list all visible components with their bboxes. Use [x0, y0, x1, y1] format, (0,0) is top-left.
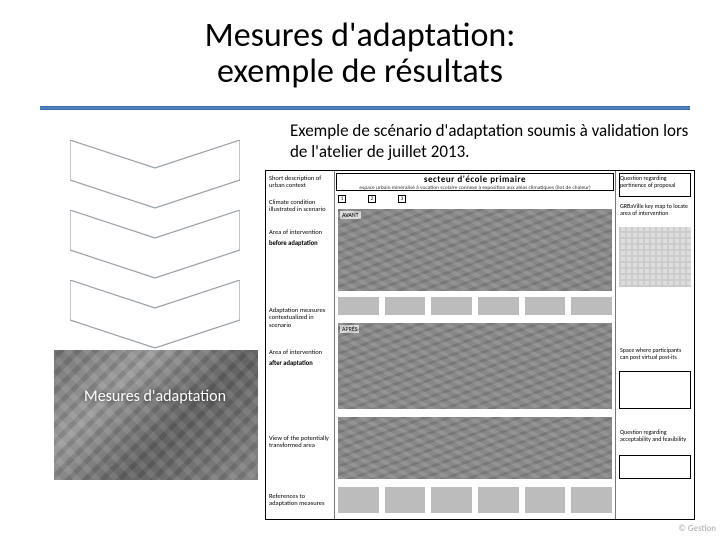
label-area-before-b: before adaptation — [266, 238, 325, 249]
label-area-after-b: after adaptation — [266, 358, 325, 369]
chevron-icon — [70, 140, 240, 216]
tag-apres: APRÈS — [340, 325, 359, 333]
reference-box — [385, 487, 426, 513]
title-underline — [40, 106, 690, 110]
subheading: Exemple de scénario d'adaptation soumis … — [290, 120, 700, 163]
reference-box — [525, 487, 566, 513]
label-adapt-measures: Adaptation measures contextualized in sc… — [266, 305, 334, 331]
q-pertinence: Question regarding pertinence of proposa… — [620, 175, 690, 188]
label-view-transf: View of the potentially transformed area — [266, 433, 334, 452]
scenario-mid-col: secteur d'école primaire espace urbain m… — [334, 171, 616, 519]
measure-box — [525, 297, 566, 315]
title-line2: exemple de résultats — [217, 51, 503, 92]
footer-credit: © Gestion — [678, 523, 716, 534]
scenario-right-col: Question regarding pertinence of proposa… — [616, 171, 694, 519]
scenario-sheet: Short description of urban context Clima… — [265, 170, 695, 520]
chevron-icon — [70, 280, 240, 356]
label-map-key: GRBaVille key map to locate area of inte… — [620, 203, 690, 216]
dot-icon: 2 — [368, 195, 376, 203]
reference-box — [431, 487, 472, 513]
aerial-label: Mesures d'adaptation — [70, 388, 240, 406]
scenario-header-title: secteur d'école primaire — [337, 174, 613, 185]
box-acceptability — [619, 455, 691, 479]
chevron-stack — [70, 140, 240, 350]
measure-box — [431, 297, 472, 315]
measure-boxes — [338, 297, 612, 315]
scenario-image-view — [338, 417, 612, 479]
scenario-image-after: APRÈS — [338, 323, 612, 409]
aerial-image — [54, 350, 258, 480]
measure-box — [385, 297, 426, 315]
measure-box — [571, 297, 612, 315]
scenario-image-before: AVANT — [338, 209, 612, 291]
scenario-header: secteur d'école primaire espace urbain m… — [336, 173, 614, 191]
label-short-desc: Short description of urban context — [266, 173, 334, 192]
label-area-after: Area of intervention — [266, 347, 325, 358]
reference-box — [338, 487, 379, 513]
scenario-header-sub: espace urbain minéralisé à vocation scol… — [337, 185, 613, 191]
q-acceptability: Question regarding acceptability and fea… — [620, 429, 690, 442]
label-postit: Space where participants can post virtua… — [620, 347, 690, 360]
reference-boxes — [338, 487, 612, 513]
scenario-left-col: Short description of urban context Clima… — [266, 171, 334, 519]
dot-icon: 3 — [398, 195, 406, 203]
chevron-icon — [70, 210, 240, 286]
measure-box — [338, 297, 379, 315]
scenario-dots: 1 2 3 — [338, 195, 612, 205]
reference-box — [571, 487, 612, 513]
box-postit — [619, 371, 691, 409]
tag-avant: AVANT — [340, 211, 361, 219]
label-climate: Climate condition illustrated in scenari… — [266, 197, 334, 216]
measure-box — [478, 297, 519, 315]
dot-icon: 1 — [338, 195, 346, 203]
label-area-before: Area of intervention — [266, 227, 325, 238]
reference-box — [478, 487, 519, 513]
label-refs: References to adaptation measures — [266, 491, 334, 510]
slide-title: Mesures d'adaptation: exemple de résulta… — [0, 18, 720, 89]
key-map — [619, 227, 691, 287]
